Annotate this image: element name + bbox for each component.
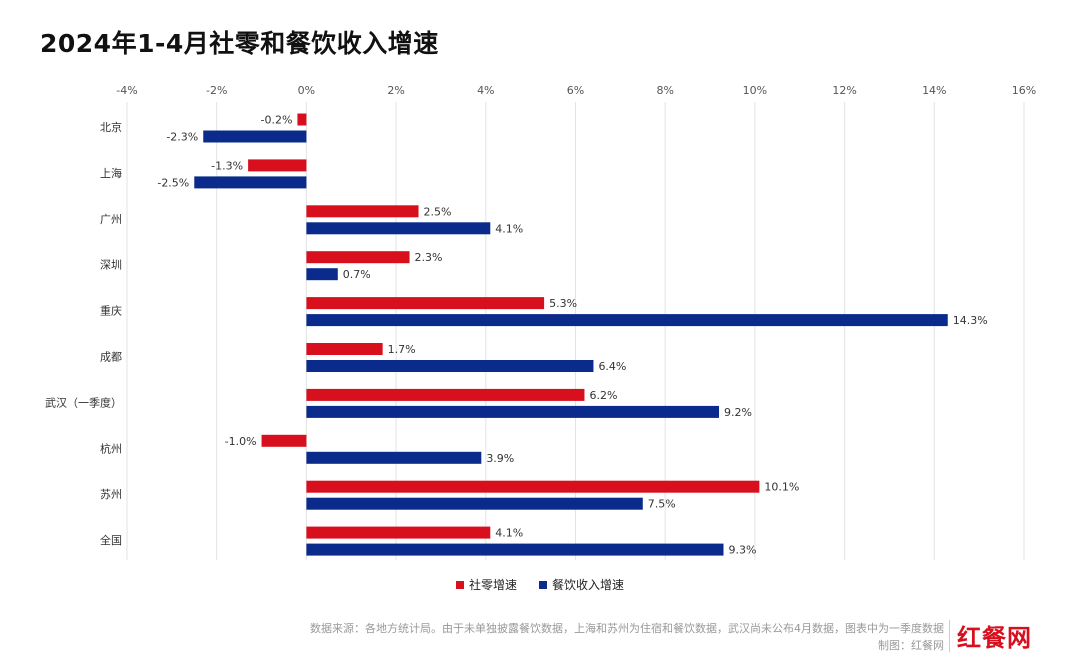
legend-item-catering: 餐饮收入增速 <box>539 576 624 593</box>
retail-bar <box>306 480 760 493</box>
catering-bar <box>306 497 643 510</box>
legend-swatch-catering <box>539 580 547 589</box>
retail-data-label: 6.2% <box>589 389 617 402</box>
x-tick-label: 12% <box>832 84 856 97</box>
retail-data-label: 10.1% <box>764 481 799 494</box>
x-tick-label: 0% <box>298 84 315 97</box>
catering-data-label: -2.5% <box>157 176 189 189</box>
retail-data-label: 2.3% <box>415 251 443 264</box>
legend-swatch-retail <box>455 580 464 589</box>
legend-label-catering: 餐饮收入增速 <box>552 578 625 592</box>
retail-bar <box>261 434 307 447</box>
retail-data-label: -0.2% <box>261 114 293 127</box>
category-label: 北京 <box>100 120 122 134</box>
x-tick-label: 8% <box>656 84 673 97</box>
category-label: 全国 <box>100 533 122 547</box>
catering-data-label: 9.3% <box>729 544 757 557</box>
catering-bar <box>306 268 338 281</box>
retail-bar <box>306 388 585 401</box>
catering-bar <box>306 543 724 556</box>
retail-bar <box>306 297 545 310</box>
retail-data-label: 1.7% <box>388 343 416 356</box>
retail-data-label: -1.0% <box>225 435 257 448</box>
brand-logo: 红餐网 <box>957 624 1032 652</box>
x-tick-label: 6% <box>567 84 584 97</box>
category-label: 武汉（一季度） <box>45 395 122 409</box>
retail-data-label: 4.1% <box>495 527 523 540</box>
category-label: 苏州 <box>100 488 122 501</box>
retail-data-label: -1.3% <box>211 159 243 172</box>
legend-label-retail: 社零增速 <box>468 578 517 592</box>
catering-bar <box>194 176 307 189</box>
chart-title: 2024年1-4月社零和餐饮收入增速 <box>40 29 439 58</box>
category-label: 重庆 <box>100 304 122 318</box>
catering-data-label: -2.3% <box>166 131 198 144</box>
x-tick-label: 14% <box>922 84 946 97</box>
x-tick-label: 16% <box>1012 84 1036 97</box>
catering-data-label: 0.7% <box>343 268 371 281</box>
retail-bar <box>306 526 491 539</box>
retail-data-label: 5.3% <box>549 297 577 310</box>
x-tick-label: 4% <box>477 84 494 97</box>
retail-bar <box>306 343 383 355</box>
x-tick-label: -4% <box>116 84 137 97</box>
category-label: 深圳 <box>100 259 122 272</box>
chart-credit: 制图：红餐网 <box>878 639 944 652</box>
catering-bar <box>306 451 482 464</box>
catering-data-label: 3.9% <box>486 452 514 465</box>
x-tick-label: 2% <box>387 84 404 97</box>
x-tick-label: -2% <box>206 84 227 97</box>
retail-bar <box>306 251 410 264</box>
legend-item-retail: 社零增速 <box>455 576 517 593</box>
retail-bar <box>248 159 307 172</box>
catering-data-label: 6.4% <box>598 360 626 373</box>
catering-bar <box>306 222 491 235</box>
retail-bar <box>306 205 419 218</box>
category-label: 广州 <box>100 213 122 226</box>
catering-data-label: 7.5% <box>648 498 676 511</box>
footer-notes: 数据来源：各地方统计局。由于未单独披露餐饮数据，上海和苏州为住宿和餐饮数据，武汉… <box>310 620 944 654</box>
retail-data-label: 2.5% <box>424 205 452 218</box>
catering-bar <box>306 405 720 418</box>
catering-data-label: 9.2% <box>724 406 752 419</box>
category-label: 杭州 <box>100 441 122 455</box>
catering-bar <box>203 130 307 143</box>
catering-bar <box>306 360 594 372</box>
retail-bar <box>297 113 307 126</box>
chart-legend: 社零增速 餐饮收入增速 <box>0 576 1080 593</box>
catering-bar <box>306 314 948 327</box>
data-source-note: 数据来源：各地方统计局。由于未单独披露餐饮数据，上海和苏州为住宿和餐饮数据，武汉… <box>310 622 944 635</box>
catering-data-label: 14.3% <box>953 314 988 327</box>
category-label: 上海 <box>100 166 122 180</box>
category-label: 成都 <box>100 351 122 364</box>
footer-divider <box>949 620 950 652</box>
x-tick-label: 10% <box>743 84 767 97</box>
catering-data-label: 4.1% <box>495 222 523 235</box>
